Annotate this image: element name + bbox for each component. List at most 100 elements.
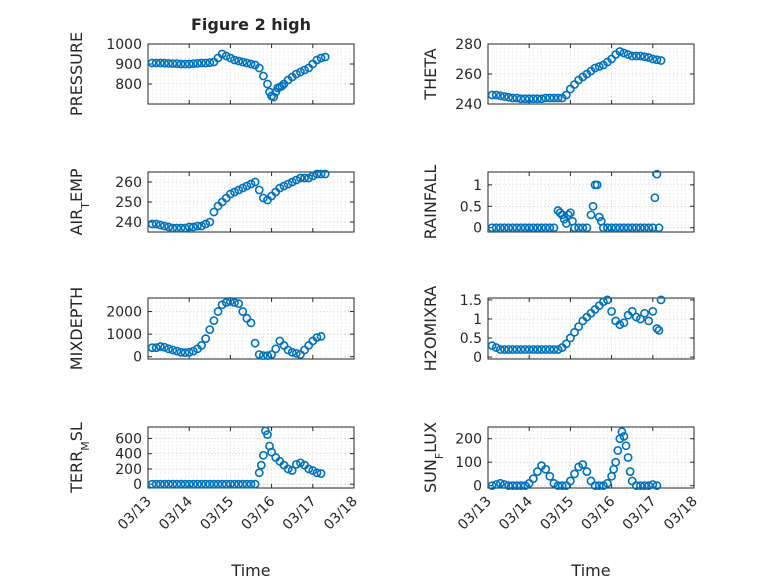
y-tick-label: 800 bbox=[115, 77, 142, 93]
data-point bbox=[221, 479, 231, 489]
data-point bbox=[528, 474, 538, 484]
data-point bbox=[188, 479, 198, 489]
data-point bbox=[197, 341, 206, 350]
y-tick-label: 0.5 bbox=[460, 331, 482, 347]
y-tick-label: 1 bbox=[473, 178, 482, 194]
data-point bbox=[230, 187, 239, 197]
y-tick-label: 400 bbox=[115, 447, 142, 463]
data-point bbox=[188, 222, 198, 232]
data-point bbox=[555, 208, 565, 218]
data-point bbox=[242, 479, 252, 489]
data-point bbox=[590, 481, 600, 491]
data-point bbox=[563, 210, 573, 220]
data-point bbox=[312, 333, 322, 342]
data-point bbox=[623, 223, 633, 233]
data-point bbox=[594, 62, 604, 71]
subplot-h2omixra: 0 0.5 1 1.5 H2OMIXRA bbox=[421, 286, 695, 371]
data-point bbox=[254, 63, 264, 73]
data-point bbox=[269, 92, 279, 102]
data-point bbox=[147, 219, 157, 229]
data-point bbox=[504, 345, 513, 354]
data-point bbox=[275, 183, 285, 193]
data-point bbox=[524, 94, 534, 104]
data-point bbox=[623, 50, 633, 59]
data-point bbox=[520, 223, 530, 233]
data-point bbox=[636, 223, 645, 233]
data-point bbox=[147, 343, 157, 353]
data-point bbox=[549, 345, 559, 354]
data-point bbox=[627, 306, 637, 316]
data-point bbox=[180, 479, 190, 489]
data-point bbox=[652, 169, 662, 179]
data-point bbox=[256, 460, 266, 470]
data-point bbox=[155, 58, 165, 68]
data-point bbox=[537, 345, 546, 354]
data-point bbox=[246, 59, 256, 69]
data-point bbox=[516, 94, 526, 104]
y-tick-label: 0 bbox=[133, 350, 142, 366]
data-point bbox=[566, 333, 575, 343]
data-point bbox=[205, 325, 215, 335]
data-point bbox=[217, 49, 227, 59]
figure-title: Figure 2 high bbox=[191, 15, 311, 34]
data-point bbox=[246, 479, 256, 489]
data-point bbox=[168, 59, 178, 68]
data-point bbox=[263, 430, 272, 440]
data-point bbox=[561, 90, 571, 100]
data-point bbox=[636, 51, 645, 61]
data-point bbox=[508, 93, 518, 103]
data-point bbox=[176, 347, 186, 357]
data-point bbox=[623, 453, 633, 462]
data-point bbox=[495, 345, 505, 354]
data-point bbox=[570, 327, 579, 337]
data-point bbox=[648, 306, 658, 316]
y-tick-label: 0 bbox=[133, 477, 142, 493]
y-tick-label: 0 bbox=[473, 479, 482, 495]
data-point bbox=[537, 94, 546, 104]
data-point bbox=[592, 180, 602, 190]
y-tick-label: 260 bbox=[455, 67, 482, 83]
data-point bbox=[533, 223, 542, 233]
data-point bbox=[155, 342, 165, 351]
data-point bbox=[225, 53, 235, 63]
data-point bbox=[574, 223, 584, 233]
data-point bbox=[234, 185, 244, 195]
data-point bbox=[640, 481, 649, 491]
data-point bbox=[512, 93, 522, 103]
data-point bbox=[553, 481, 563, 491]
data-point bbox=[615, 223, 625, 233]
data-point bbox=[619, 318, 629, 328]
data-point bbox=[312, 55, 322, 65]
data-point bbox=[151, 58, 161, 68]
y-tick-label: 240 bbox=[455, 97, 482, 113]
data-point bbox=[570, 223, 579, 233]
data-point bbox=[533, 467, 542, 476]
data-point bbox=[155, 479, 165, 489]
plot-area bbox=[487, 171, 695, 233]
data-point bbox=[644, 53, 654, 62]
data-point bbox=[242, 181, 252, 191]
data-point bbox=[172, 479, 182, 489]
data-point bbox=[291, 175, 301, 185]
subplot-theta: 240 260 280 THETA bbox=[421, 37, 695, 113]
data-point bbox=[258, 450, 268, 460]
data-point bbox=[570, 469, 579, 479]
data-point bbox=[209, 207, 219, 217]
data-point bbox=[238, 307, 248, 316]
data-point bbox=[263, 79, 272, 89]
data-point bbox=[316, 53, 326, 63]
data-point bbox=[164, 344, 173, 354]
data-point bbox=[631, 223, 641, 233]
data-point bbox=[512, 223, 522, 233]
data-point bbox=[617, 427, 627, 437]
data-point bbox=[147, 479, 157, 489]
data-point bbox=[504, 223, 513, 233]
x-axis-label: Time bbox=[230, 561, 270, 580]
y-tick-label: 260 bbox=[115, 175, 142, 191]
data-point bbox=[619, 48, 629, 58]
data-point bbox=[528, 345, 538, 354]
data-point bbox=[500, 480, 509, 489]
x-axis-label: Time bbox=[570, 561, 610, 580]
data-point bbox=[258, 351, 268, 361]
